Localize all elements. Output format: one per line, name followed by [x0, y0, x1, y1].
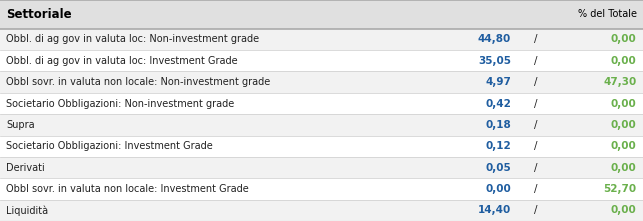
FancyBboxPatch shape: [0, 93, 643, 114]
Text: /: /: [534, 77, 538, 87]
Text: Societario Obbligazioni: Investment Grade: Societario Obbligazioni: Investment Grad…: [6, 141, 213, 151]
Text: 35,05: 35,05: [478, 56, 511, 66]
Text: 47,30: 47,30: [603, 77, 637, 87]
Text: 0,00: 0,00: [611, 120, 637, 130]
FancyBboxPatch shape: [0, 71, 643, 93]
FancyBboxPatch shape: [0, 0, 643, 29]
Text: /: /: [534, 141, 538, 151]
Text: 52,70: 52,70: [603, 184, 637, 194]
Text: Supra: Supra: [6, 120, 35, 130]
Text: 0,00: 0,00: [611, 163, 637, 173]
Text: /: /: [534, 184, 538, 194]
Text: 0,00: 0,00: [611, 56, 637, 66]
Text: Obbl. di ag gov in valuta loc: Investment Grade: Obbl. di ag gov in valuta loc: Investmen…: [6, 56, 238, 66]
Text: 0,00: 0,00: [611, 205, 637, 215]
FancyBboxPatch shape: [0, 178, 643, 200]
FancyBboxPatch shape: [0, 114, 643, 135]
Text: Obbl. di ag gov in valuta loc: Non-investment grade: Obbl. di ag gov in valuta loc: Non-inves…: [6, 34, 260, 44]
Text: 14,40: 14,40: [478, 205, 511, 215]
FancyBboxPatch shape: [0, 50, 643, 71]
Text: 0,00: 0,00: [611, 99, 637, 109]
Text: 0,05: 0,05: [485, 163, 511, 173]
Text: Obbl sovr. in valuta non locale: Investment Grade: Obbl sovr. in valuta non locale: Investm…: [6, 184, 249, 194]
Text: /: /: [534, 99, 538, 109]
Text: 0,18: 0,18: [485, 120, 511, 130]
Text: Settoriale: Settoriale: [6, 8, 72, 21]
FancyBboxPatch shape: [0, 29, 643, 50]
Text: 4,97: 4,97: [485, 77, 511, 87]
Text: /: /: [534, 163, 538, 173]
Text: /: /: [534, 34, 538, 44]
Text: 44,80: 44,80: [478, 34, 511, 44]
Text: 0,00: 0,00: [611, 34, 637, 44]
FancyBboxPatch shape: [0, 157, 643, 178]
FancyBboxPatch shape: [0, 135, 643, 157]
Text: % del Totale: % del Totale: [577, 9, 637, 19]
Text: 0,12: 0,12: [485, 141, 511, 151]
Text: 0,42: 0,42: [485, 99, 511, 109]
Text: Obbl sovr. in valuta non locale: Non-investment grade: Obbl sovr. in valuta non locale: Non-inv…: [6, 77, 271, 87]
Text: /: /: [534, 205, 538, 215]
Text: Liquidità: Liquidità: [6, 205, 49, 215]
FancyBboxPatch shape: [0, 200, 643, 221]
Text: Derivati: Derivati: [6, 163, 45, 173]
Text: /: /: [534, 56, 538, 66]
Text: 0,00: 0,00: [611, 141, 637, 151]
Text: Societario Obbligazioni: Non-investment grade: Societario Obbligazioni: Non-investment …: [6, 99, 235, 109]
Text: /: /: [534, 120, 538, 130]
Text: 0,00: 0,00: [485, 184, 511, 194]
